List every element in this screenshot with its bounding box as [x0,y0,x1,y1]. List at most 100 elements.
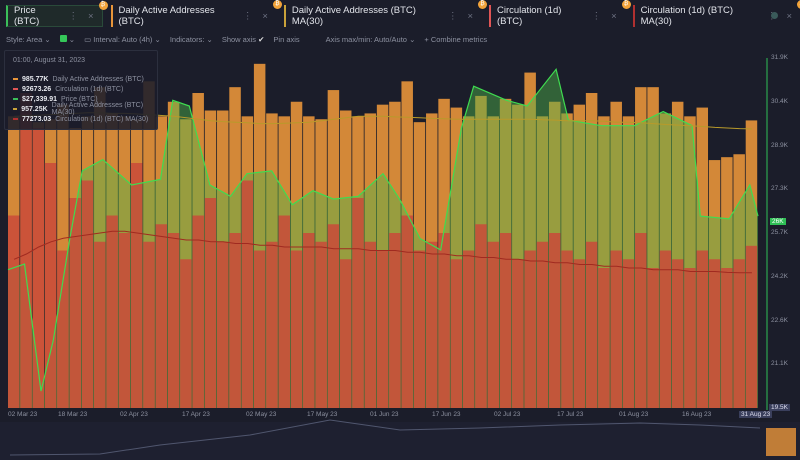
daa-bar [450,107,463,409]
x-tick-label: 02 May 23 [246,411,277,418]
x-tick-label: 02 Apr 23 [120,411,148,418]
legend-row: 957.25K Daily Active Addresses (BTC) MA(3… [13,102,149,116]
tab-label: Daily Active Addresses (BTC) MA(30) [291,5,416,27]
circulation-bar [413,250,426,408]
show-axis-toggle[interactable]: Show axis ✔ [222,35,265,44]
legend-swatch [13,118,18,120]
legend-label: Price (BTC) [61,95,98,103]
daa-bar [684,116,696,408]
circulation-bar [106,215,118,408]
last-date-tag: 31 Aug 23 [739,411,773,418]
axis-maxmin-dropdown[interactable]: Axis max/min: Auto/Auto ⌄ [326,35,416,44]
indicators-dropdown[interactable]: Indicators: ⌄ [170,35,213,44]
circulation-bar [745,245,758,408]
y-tick-label: 22.6K [771,316,788,324]
circulation-bar [8,215,20,408]
legend-value: 77273.03 [22,115,52,123]
circulation-bar [561,250,573,408]
y-tick-label: 30.4K [771,97,788,105]
circulation-bar [659,250,672,408]
circulation-ma-line [13,230,752,274]
close-icon[interactable]: × [262,10,268,22]
daa-bar [524,72,536,408]
chevron-down-icon: ⌄ [206,34,213,44]
circulation-bar [217,241,229,408]
circulation-bar [733,259,745,408]
circulation-bar [487,241,500,408]
circulation-bar [512,259,524,408]
bitcoin-badge-icon: ₿ [98,1,108,10]
style-dropdown[interactable]: Style: Area ⌄ [6,35,51,44]
circulation-bar [241,180,254,408]
navigator [0,422,800,460]
circulation-bar [376,250,389,408]
circulation-bar [192,215,204,408]
close-icon[interactable]: × [786,10,792,22]
checkmark-icon: ✔ [258,34,265,44]
tab-menu-icon[interactable]: ⋮ [68,10,78,22]
circulation-bar [278,215,290,408]
circulation-bar [266,241,278,408]
style-label: Style: Area [6,34,43,44]
y-tick-label: 28.9K [771,141,788,149]
bitcoin-badge-icon: ₿ [621,0,631,9]
circulation-bar [81,180,94,408]
close-icon[interactable]: × [467,10,473,22]
interval-label: Interval: Auto (4h) [93,34,153,44]
circulation-bar [450,259,463,408]
circulation-bar [253,250,266,408]
circulation-bar [524,250,536,408]
y-tick-label: 24.2K [771,272,788,280]
metric-tabs: Price (BTC) ⋮ × ₿ Daily Active Addresses (BT… [0,0,800,32]
circulation-bar [118,233,131,408]
pin-axis-toggle[interactable]: Pin axis [273,34,300,44]
close-icon[interactable]: × [87,10,94,22]
circulation-bar [229,233,241,408]
daa-bar [253,63,266,408]
circulation-bar [598,268,610,408]
tab-menu-icon[interactable]: ⋮ [242,10,253,22]
daa-bar [512,104,524,408]
circulation-bar [204,198,217,408]
y-tick-label: 25.7K [771,229,788,236]
interval-dropdown[interactable]: ▭ Interval: Auto (4h) ⌄ [84,34,161,44]
color-swatch [59,34,67,42]
x-tick-label: 02 Jul 23 [494,411,521,418]
x-tick-label: 17 Jun 23 [432,411,461,418]
tab-1[interactable]: Daily Active Addresses (BTC) ⋮ × ₿ [110,0,282,27]
tab-3[interactable]: Circulation (1d) (BTC) ⋮ × ₿ [489,0,631,27]
circulation-bar [462,250,475,408]
circulation-bar [130,163,143,408]
chevron-down-icon: ⌄ [409,34,416,44]
circulation-bar [499,233,512,408]
tooltip-legend: 01:00, August 31, 2023 985.77K Daily Acti… [4,50,158,130]
legend-row: 77273.03 Circulation (1d) (BTC) MA(30) [13,114,149,124]
circulation-bar [143,241,155,408]
legend-label: Daily Active Addresses (BTC) MA(30) [51,102,144,116]
daa-bar [573,104,586,408]
circulation-bar [155,224,168,408]
circulation-bar [647,268,659,408]
show-axis-label: Show axis [221,34,257,44]
circulation-bar [622,259,635,408]
tab-2[interactable]: Daily Active Addresses (BTC) MA(30) ⋮ × ₿ [283,0,487,27]
circulation-bar [536,241,549,408]
legend-swatch [13,88,18,90]
tab-menu-icon[interactable]: ⋮ [447,10,458,22]
chevron-down-icon: ⌄ [154,34,161,44]
close-icon[interactable]: × [611,10,617,22]
chart-canvas[interactable] [0,50,800,460]
tab-menu-icon[interactable]: ⋮ [591,10,602,22]
legend-label: Circulation (1d) (BTC) [55,85,124,93]
x-tick-label: 16 Aug 23 [682,411,712,418]
tab-0[interactable]: Price (BTC) ⋮ × ₿ [6,1,108,27]
color-picker[interactable]: ⌄ [59,34,75,44]
current-price-tag: 26K [770,218,786,225]
legend-label: Daily Active Addresses (BTC) [52,75,144,83]
circulation-bar [167,233,180,408]
settings-icon[interactable] [771,12,778,19]
x-tick-label: 17 Apr 23 [182,411,210,418]
circulation-bar [364,241,377,408]
circulation-bar [389,233,401,408]
combine-metrics-button[interactable]: + Combine metrics [424,34,488,44]
